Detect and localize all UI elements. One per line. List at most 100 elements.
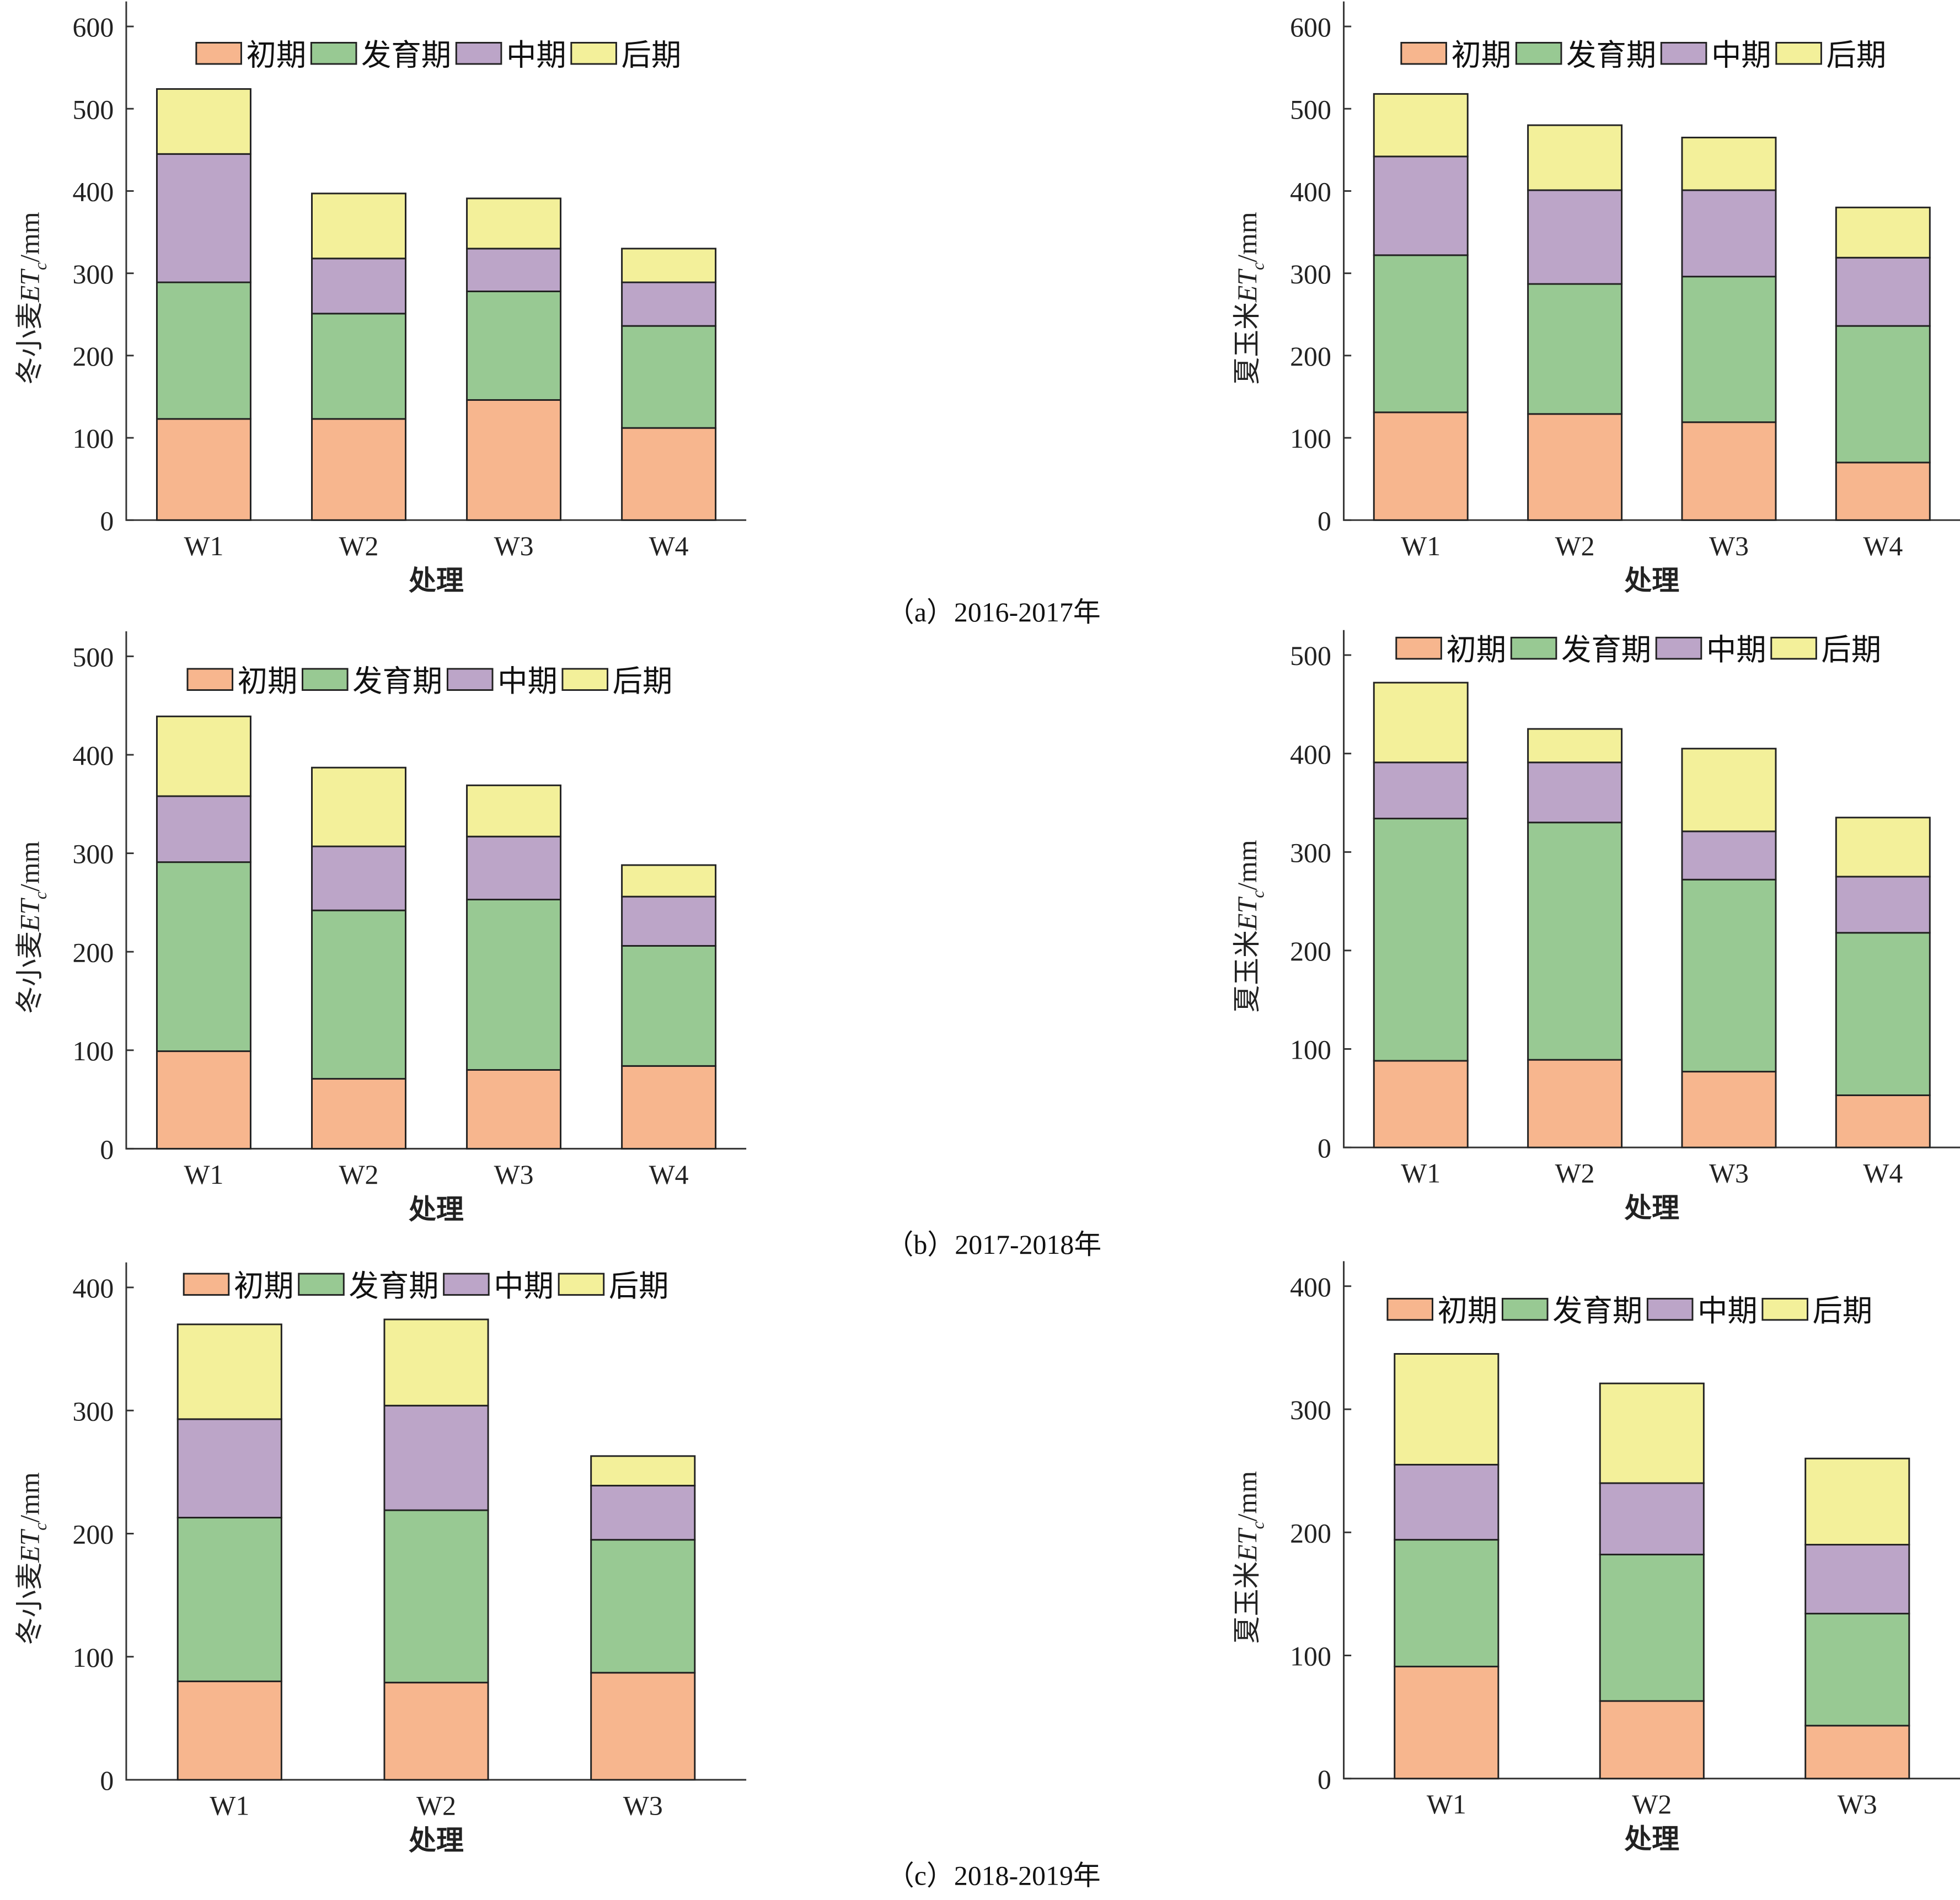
bar-W1-发育期 <box>1373 818 1469 1062</box>
legend-label-后期: 后期 <box>1826 39 1886 72</box>
bar-W2-后期 <box>311 766 406 847</box>
legend-swatch-后期 <box>1761 1297 1808 1321</box>
y-tick-label: 400 <box>72 740 114 771</box>
y-label-part: ET <box>14 1528 45 1563</box>
bar-W2-后期 <box>1527 728 1623 764</box>
x-tick-label: W1 <box>1427 1789 1466 1820</box>
chart-6: 0 100 200 300 400 W1 W2 W3 处理 夏玉米ETc/mm 初期 发育期 中期 后期 <box>1232 1261 1960 1855</box>
y-tick-label: 0 <box>100 1765 114 1796</box>
y-label-part: c <box>1249 1521 1268 1529</box>
bar-W3-后期 <box>1681 748 1777 833</box>
x-tick-label: W1 <box>1401 1158 1440 1189</box>
bar-W2-初期 <box>1599 1700 1705 1780</box>
legend-label-中期: 中期 <box>1706 634 1766 667</box>
bar-W3-发育期 <box>466 899 562 1071</box>
bar-W3-后期 <box>1681 136 1777 191</box>
y-label-part: c <box>31 892 50 899</box>
legend-swatch-后期 <box>570 41 617 65</box>
y-tick-label: 0 <box>1318 506 1331 536</box>
legend-swatch-中期 <box>446 668 494 691</box>
bar-W2-发育期 <box>311 909 406 1080</box>
legend-label-中期: 中期 <box>1711 39 1771 72</box>
x-tick-label: W2 <box>1555 531 1595 561</box>
caption-c: （c）2018-2019年 <box>887 1860 1101 1891</box>
y-tick-label: 100 <box>72 1036 114 1066</box>
y-tick-label: 100 <box>1290 1641 1331 1672</box>
bar-W4-发育期 <box>1835 325 1931 464</box>
chart-3: 0 100 200 300 400 500 W1 W2 W3 W4 处理 冬小麦ETc/mm 初期 发育期… <box>14 631 747 1225</box>
y-tick-label: 500 <box>72 642 114 672</box>
bar-W1-初期 <box>1373 411 1469 521</box>
bar-W1-发育期 <box>156 861 251 1053</box>
x-tick-label: W4 <box>1863 1158 1903 1189</box>
legend-swatch-发育期 <box>298 1273 345 1296</box>
bar-W1-中期 <box>176 1418 282 1518</box>
bar-W1-后期 <box>176 1323 282 1420</box>
legend-swatch-发育期 <box>302 668 349 691</box>
bar-W3-初期 <box>466 1069 562 1150</box>
bar-W3-发育期 <box>1804 1613 1910 1727</box>
x-tick-label: W2 <box>416 1790 456 1821</box>
bar-W4-发育期 <box>1835 932 1931 1096</box>
y-tick-label: 200 <box>72 937 114 968</box>
bar-W3-中期 <box>466 248 562 292</box>
legend-label-后期: 后期 <box>621 39 681 72</box>
bar-W2-发育期 <box>1599 1553 1705 1702</box>
bar-W2-中期 <box>311 257 406 315</box>
x-axis-label: 处理 <box>409 1194 464 1225</box>
bar-W3-后期 <box>466 784 562 838</box>
legend-swatch-后期 <box>1770 636 1817 660</box>
legend-swatch-后期 <box>558 1273 605 1296</box>
bar-W2-中期 <box>1527 761 1623 824</box>
y-label-part: 冬小麦 <box>14 302 45 385</box>
y-label-part: c <box>31 1523 50 1531</box>
bar-W2-初期 <box>311 418 406 521</box>
y-label-part: /mm <box>14 1472 45 1522</box>
chart-2: 0 100 200 300 400 500 600 W1 W2 W3 W4 处理 夏玉米ETc/mm 初期… <box>1232 1 1960 596</box>
y-label-part: /mm <box>1232 840 1262 890</box>
y-axis-label: 冬小麦ETc/mm <box>14 212 50 384</box>
bar-W3-发育期 <box>466 291 562 401</box>
y-tick-label: 400 <box>1290 177 1331 207</box>
y-tick-label: 200 <box>72 1520 114 1550</box>
x-tick-label: W3 <box>494 531 534 561</box>
y-label-part: 冬小麦 <box>14 931 45 1014</box>
bar-W2-初期 <box>383 1682 489 1781</box>
bar-W1-中期 <box>1373 155 1469 256</box>
legend-swatch-中期 <box>1655 636 1702 660</box>
legend-swatch-初期 <box>1400 41 1447 65</box>
bar-W3-中期 <box>590 1484 696 1541</box>
bar-W1-中期 <box>1394 1463 1500 1541</box>
y-tick-label: 100 <box>1290 423 1331 454</box>
bar-W3-初期 <box>1804 1725 1910 1780</box>
y-tick-label: 200 <box>72 341 114 372</box>
y-label-part: /mm <box>1232 212 1262 262</box>
y-axis-label: 夏玉米ETc/mm <box>1232 212 1268 384</box>
bar-W3-中期 <box>1804 1544 1910 1615</box>
bar-W1-发育期 <box>1394 1539 1500 1668</box>
legend-label-初期: 初期 <box>234 1270 294 1303</box>
x-tick-label: W1 <box>184 1160 223 1190</box>
y-label-part: c <box>31 262 50 270</box>
bar-W2-中期 <box>1527 189 1623 285</box>
x-tick-label: W3 <box>1709 531 1749 561</box>
x-tick-label: W1 <box>184 531 223 561</box>
x-tick-label: W2 <box>1555 1158 1595 1189</box>
y-tick-label: 200 <box>1290 936 1331 967</box>
legend-swatch-后期 <box>1775 41 1822 65</box>
legend-label-发育期: 发育期 <box>1566 39 1656 72</box>
bar-W4-后期 <box>621 248 717 283</box>
x-tick-label: W3 <box>494 1160 534 1190</box>
legend-swatch-初期 <box>186 668 234 691</box>
y-tick-label: 500 <box>1290 94 1331 125</box>
y-tick-label: 600 <box>1290 12 1331 42</box>
caption-b: （b）2017-2018年 <box>886 1230 1102 1260</box>
y-tick-label: 0 <box>100 506 114 536</box>
y-tick-label: 400 <box>72 177 114 207</box>
x-axis-label: 处理 <box>1624 1824 1679 1855</box>
bar-W1-后期 <box>156 715 251 797</box>
legend-label-发育期: 发育期 <box>361 39 451 72</box>
bar-W2-发育期 <box>1527 283 1623 415</box>
legend-label-初期: 初期 <box>247 39 307 72</box>
bar-W1-中期 <box>156 795 251 863</box>
